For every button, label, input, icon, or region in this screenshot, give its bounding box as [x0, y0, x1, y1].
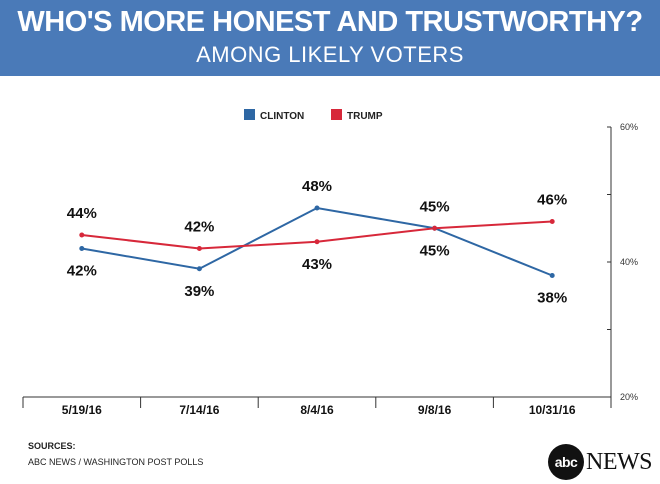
- y-tick-label: 40%: [620, 257, 638, 267]
- data-point-trump: [549, 219, 555, 224]
- x-tick-label: 10/31/16: [529, 403, 576, 417]
- x-tick-label: 8/4/16: [300, 403, 334, 417]
- abc-news-logo: abc NEWS: [548, 444, 653, 480]
- data-point-trump: [196, 246, 202, 251]
- x-tick-label: 7/14/16: [179, 403, 219, 417]
- legend-swatch-clinton: [244, 109, 255, 120]
- data-label-clinton: 42%: [67, 263, 97, 280]
- chart-legend: CLINTON TRUMP: [244, 109, 383, 122]
- data-point-trump: [314, 239, 320, 245]
- data-label-trump: 45%: [420, 198, 450, 215]
- header-banner: WHO'S MORE HONEST AND TRUSTWORTHY? AMONG…: [0, 0, 660, 76]
- data-labels: 42% 39% 48% 45% 38% 44% 42% 43% 45% 46%: [67, 178, 567, 307]
- y-tick-label: 60%: [620, 122, 638, 132]
- news-wordmark: NEWS: [586, 448, 653, 475]
- data-label-trump: 46%: [537, 192, 567, 209]
- legend-swatch-trump: [331, 109, 342, 120]
- series-points: [79, 205, 555, 278]
- data-label-clinton: 38%: [537, 290, 567, 307]
- data-label-trump: 44%: [67, 205, 97, 222]
- line-chart: CLINTON TRUMP 20% 40% 60% 5/19/16 7/14/16 8/4…: [22, 109, 638, 417]
- data-point-trump: [79, 232, 85, 238]
- y-tick-label: 20%: [620, 392, 638, 402]
- data-point-clinton: [79, 246, 85, 251]
- data-point-clinton: [314, 205, 320, 211]
- data-label-clinton: 45%: [420, 242, 450, 259]
- data-point-clinton: [196, 266, 202, 272]
- data-label-trump: 42%: [184, 219, 214, 236]
- data-point-clinton: [549, 273, 555, 278]
- data-label-trump: 43%: [302, 256, 332, 273]
- data-label-clinton: 39%: [184, 283, 214, 300]
- legend-label-clinton: CLINTON: [260, 111, 304, 122]
- sources-text: ABC NEWS / WASHINGTON POST POLLS: [28, 457, 204, 467]
- chart-subtitle: AMONG LIKELY VOTERS: [196, 42, 464, 67]
- sources-label: SOURCES:: [28, 441, 76, 451]
- chart-title: WHO'S MORE HONEST AND TRUSTWORTHY?: [17, 6, 643, 38]
- y-axis: 20% 40% 60%: [607, 122, 638, 402]
- abc-logo-mark: abc: [548, 444, 584, 480]
- x-axis: 5/19/16 7/14/16 8/4/16 9/8/16 10/31/16: [22, 396, 612, 417]
- series-line-trump: [81, 220, 553, 250]
- x-tick-label: 9/8/16: [418, 403, 452, 417]
- legend-label-trump: TRUMP: [347, 111, 383, 122]
- x-tick-label: 5/19/16: [62, 403, 102, 417]
- data-point-trump: [432, 225, 438, 231]
- data-label-clinton: 48%: [302, 178, 332, 195]
